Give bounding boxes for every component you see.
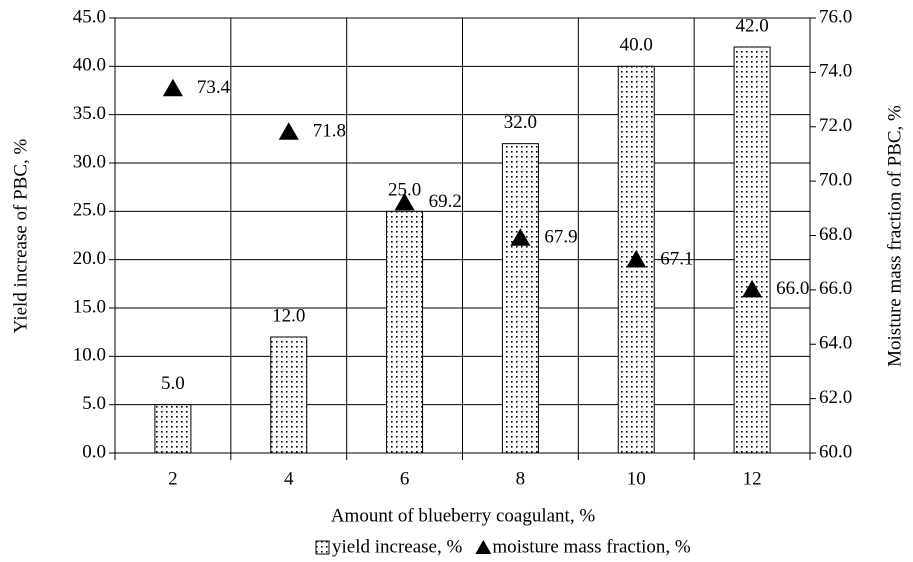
marker: [162, 78, 183, 97]
x-tick-label: 12: [743, 468, 762, 489]
legend-label: yield increase, %: [332, 536, 462, 557]
y2-tick-label: 68.0: [819, 224, 852, 245]
y-tick-label: 20.0: [73, 248, 106, 269]
data-label: 5.0: [161, 373, 185, 394]
data-label: 12.0: [272, 305, 305, 326]
y-tick-label: 0.0: [82, 441, 106, 462]
legend-swatch: [315, 540, 330, 555]
y-axis-title: Yield increase of PBC, %: [10, 138, 31, 333]
y-tick-label: 15.0: [73, 296, 106, 317]
y2-tick-label: 66.0: [819, 278, 852, 299]
y-tick-label: 30.0: [73, 151, 106, 172]
y2-tick-label: 70.0: [819, 169, 852, 190]
marker: [278, 122, 299, 140]
data-label: 67.9: [544, 227, 577, 248]
bar: [733, 46, 771, 454]
bar: [386, 210, 424, 454]
data-label: 73.4: [197, 77, 231, 98]
x-axis-title: Amount of blueberry coagulant, %: [331, 505, 596, 526]
y-tick-label: 45.0: [73, 6, 106, 27]
y-tick-label: 10.0: [73, 345, 106, 366]
marker: [394, 192, 415, 211]
y2-tick-label: 60.0: [819, 441, 852, 462]
y2-tick-label: 74.0: [819, 61, 852, 82]
data-label: 25.0: [388, 180, 421, 201]
data-label: 71.8: [313, 121, 346, 142]
bar: [154, 404, 192, 454]
x-tick-label: 6: [400, 468, 410, 489]
marker: [626, 249, 647, 268]
y-tick-label: 25.0: [73, 200, 106, 221]
marker: [742, 279, 763, 298]
bar: [501, 143, 539, 454]
x-tick-label: 8: [516, 468, 526, 489]
data-label: 67.1: [660, 248, 693, 269]
data-label: 40.0: [620, 35, 653, 56]
legend-swatch: [475, 540, 492, 554]
data-label: 69.2: [429, 191, 462, 212]
y-tick-label: 40.0: [73, 55, 106, 76]
data-label: 66.0: [776, 278, 809, 299]
y2-tick-label: 64.0: [819, 333, 852, 354]
x-tick-label: 2: [168, 468, 178, 489]
bar: [270, 336, 308, 454]
y-tick-label: 5.0: [82, 393, 106, 414]
y2-tick-label: 62.0: [819, 387, 852, 408]
y2-tick-label: 76.0: [819, 6, 852, 27]
legend-label: moisture mass fraction, %: [492, 536, 691, 557]
y2-tick-label: 72.0: [819, 115, 852, 136]
x-tick-label: 4: [284, 468, 294, 489]
x-tick-label: 10: [627, 468, 646, 489]
y2-axis-title: Moisture mass fraction of PBC, %: [884, 105, 905, 367]
data-label: 42.0: [735, 15, 768, 36]
data-label: 32.0: [504, 112, 537, 133]
marker: [510, 228, 531, 246]
y-tick-label: 35.0: [73, 103, 106, 124]
